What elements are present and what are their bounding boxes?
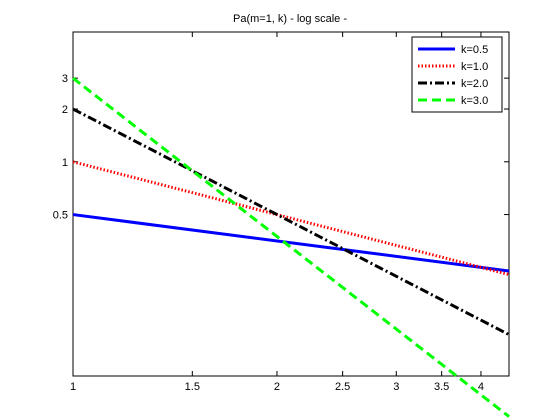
legend-label: k=0.5 bbox=[461, 44, 488, 56]
x-tick-label: 1 bbox=[70, 381, 76, 393]
legend: k=0.5 k=1.0 k=2.0 k=3.0 bbox=[412, 37, 502, 112]
x-tick-label: 1.5 bbox=[185, 381, 200, 393]
y-tick-label: 1 bbox=[62, 157, 68, 169]
x-tick-label: 2.5 bbox=[335, 381, 350, 393]
legend-label: k=2.0 bbox=[461, 78, 488, 90]
y-tick-label: 2 bbox=[62, 104, 68, 116]
x-tick-label: 4 bbox=[478, 381, 484, 393]
y-tick-label: 3 bbox=[62, 73, 68, 85]
x-tick-label: 3 bbox=[393, 381, 399, 393]
y-tick-label: 0.5 bbox=[53, 210, 68, 222]
legend-label: k=3.0 bbox=[461, 95, 488, 107]
chart-title: Pa(m=1, k) - log scale - bbox=[233, 13, 347, 25]
x-tick-label: 2 bbox=[274, 381, 280, 393]
x-tick-label: 3.5 bbox=[434, 381, 449, 393]
legend-label: k=1.0 bbox=[461, 61, 488, 73]
